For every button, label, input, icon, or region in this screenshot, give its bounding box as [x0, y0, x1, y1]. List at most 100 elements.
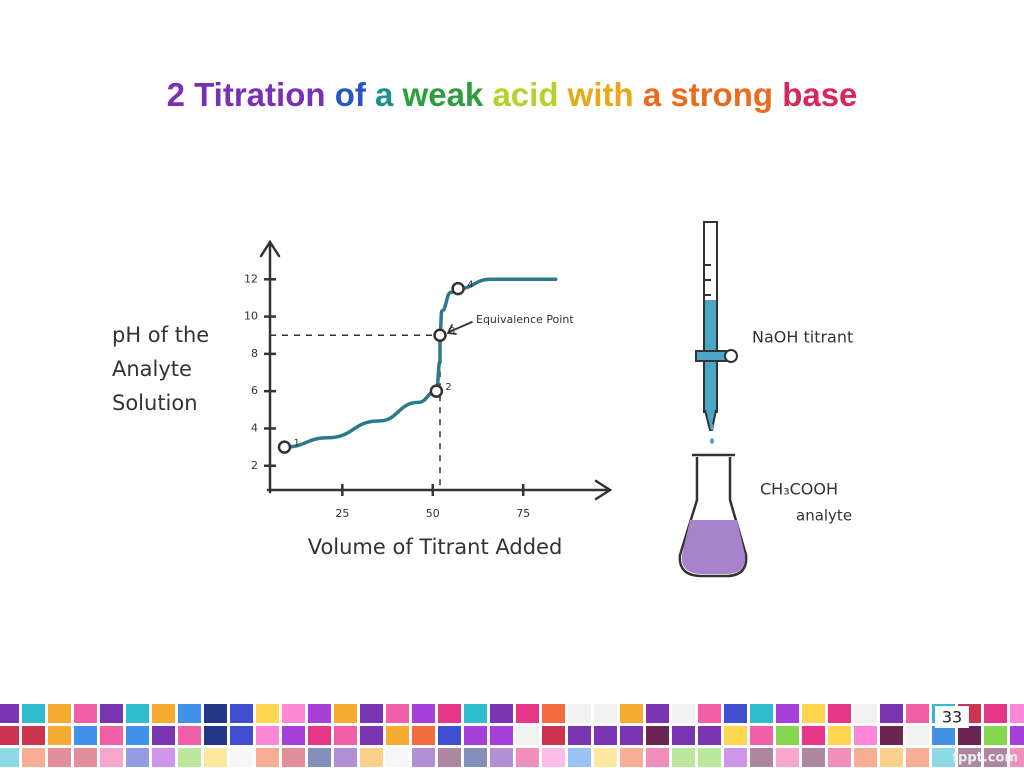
mosaic-tile: [672, 748, 695, 767]
mosaic-tile: [516, 748, 539, 767]
drop: [710, 424, 714, 430]
mosaic-tile: [438, 704, 461, 723]
mosaic-tile: [178, 726, 201, 745]
y-tick-label: 2: [251, 459, 258, 472]
mosaic-tile: [100, 748, 123, 767]
mosaic-tile: [360, 726, 383, 745]
mosaic-tile: [464, 748, 487, 767]
mosaic-tile: [230, 726, 253, 745]
footer: fppt.com: [952, 751, 1018, 766]
flask-sublabel: analyte: [796, 507, 852, 525]
mosaic-tile: [802, 748, 825, 767]
mosaic-tile: [516, 726, 539, 745]
title-word: a strong: [643, 76, 773, 113]
mosaic-tile: [542, 704, 565, 723]
mosaic-tile: [100, 726, 123, 745]
mosaic-tile: [308, 704, 331, 723]
mosaic-tile: [22, 704, 45, 723]
mosaic-tile: [620, 748, 643, 767]
mosaic-tile: [646, 704, 669, 723]
mosaic-tile: [178, 704, 201, 723]
mosaic-tile: [854, 726, 877, 745]
mosaic-tile: [880, 704, 903, 723]
mosaic-tile: [776, 748, 799, 767]
mosaic-tile: [256, 726, 279, 745]
y-tick-label: 4: [251, 421, 258, 434]
y-axis-label-box: pH of the Analyte Solution: [112, 323, 209, 415]
mosaic-tile: [542, 748, 565, 767]
mosaic-tile: [698, 726, 721, 745]
mosaic-tile: [828, 726, 851, 745]
mosaic-tile: [74, 726, 97, 745]
mosaic-tile: [698, 748, 721, 767]
mosaic-tile: [828, 748, 851, 767]
marker-label: 4: [467, 280, 473, 291]
mosaic-tile: [1010, 704, 1024, 723]
mosaic-tile: [126, 704, 149, 723]
mosaic-tile: [308, 726, 331, 745]
mosaic-tile: [620, 704, 643, 723]
mosaic-tile: [126, 748, 149, 767]
flask-liquid: [681, 520, 746, 574]
mosaic-tile: [932, 726, 955, 745]
mosaic-tile: [802, 726, 825, 745]
mosaic-tile: [1010, 726, 1024, 745]
title-word: weak: [402, 76, 484, 113]
mosaic-tile: [828, 704, 851, 723]
flask: [678, 453, 748, 578]
mosaic-tile: [776, 726, 799, 745]
mosaic-tile: [880, 748, 903, 767]
y-tick-label: 8: [251, 347, 258, 360]
title-word: a: [375, 76, 394, 113]
mosaic-tile: [724, 726, 747, 745]
x-tick-label: 75: [516, 507, 530, 520]
burette: [695, 221, 738, 444]
mosaic-tile: [412, 726, 435, 745]
mosaic-tile: [334, 726, 357, 745]
mosaic-tile: [152, 704, 175, 723]
mosaic-tile: [386, 748, 409, 767]
x-tick-label: 25: [335, 507, 349, 520]
mosaic-tile: [724, 748, 747, 767]
mosaic-tile: [256, 704, 279, 723]
mosaic-tile: [802, 704, 825, 723]
mosaic-tile: [984, 704, 1007, 723]
stopcock: [695, 350, 727, 362]
title-word: 2 Titration: [167, 76, 326, 113]
mosaic-tile: [282, 726, 305, 745]
mosaic-tile: [74, 748, 97, 767]
decorative-mosaic: [0, 704, 1024, 767]
y-tick-label: 10: [244, 310, 258, 323]
mosaic-tile: [490, 704, 513, 723]
mosaic-tile: [724, 704, 747, 723]
marker-label: 2: [445, 382, 451, 393]
mosaic-tile: [464, 704, 487, 723]
mosaic-tile: [568, 704, 591, 723]
title-word: with: [567, 76, 634, 113]
mosaic-tile: [282, 748, 305, 767]
mosaic-tile: [594, 748, 617, 767]
mosaic-tile: [178, 748, 201, 767]
mosaic-tile: [620, 726, 643, 745]
mosaic-tile: [568, 748, 591, 767]
mosaic-tile: [22, 726, 45, 745]
mosaic-tile: [490, 748, 513, 767]
x-arrow: [594, 479, 613, 501]
mosaic-tile: [204, 726, 227, 745]
mosaic-tile: [906, 748, 929, 767]
title-word: acid: [492, 76, 558, 113]
mosaic-tile: [152, 748, 175, 767]
mosaic-tile: [386, 726, 409, 745]
mosaic-tile: [126, 726, 149, 745]
curve-marker: [433, 328, 447, 342]
mosaic-tile: [646, 726, 669, 745]
curve-marker: [451, 281, 465, 296]
mosaic-tile: [308, 748, 331, 767]
mosaic-tile: [854, 704, 877, 723]
mosaic-tile: [386, 704, 409, 723]
y-arrow: [259, 239, 281, 258]
mosaic-tile: [230, 748, 253, 767]
mosaic-tile: [958, 748, 981, 767]
mosaic-tile: [204, 748, 227, 767]
